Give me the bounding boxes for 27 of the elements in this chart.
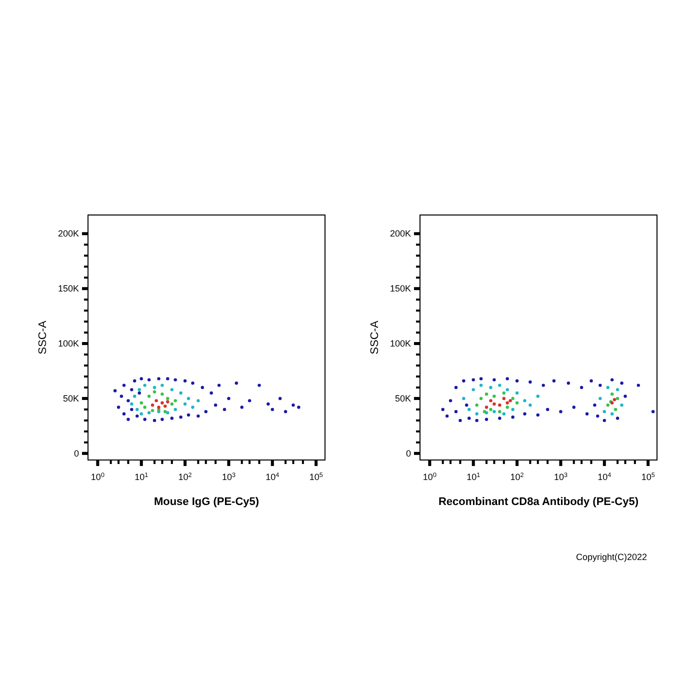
y-tick-label: 200K [58,228,79,239]
x-axis-title: Recombinant CD8a Antibody (PE-Cy5) [438,496,639,508]
x-tick-label: 10$^{3}$ [222,472,236,482]
y-tick-label: 150K [390,284,411,294]
y-tick-label: 200K [390,228,411,239]
x-tick-label: 10$^{5}$ [309,472,324,482]
text: Copyright(C)2022 [576,552,647,562]
y-tick-label: 50K [62,393,79,404]
x-tick-label: 10$^{3}$ [554,472,568,482]
x-tick-label: 10$^{4}$ [266,472,280,482]
y-tick-label: 0 [406,448,411,458]
y-axis-title: SSC-A [37,320,49,354]
x-tick-label: 10$^{4}$ [598,472,612,482]
y-tick-label: 50K [394,393,411,404]
x-tick-label: 10$^{0}$ [422,472,437,482]
y-tick-label: 100K [58,338,79,349]
y-axis-title: SSC-A [369,320,381,354]
y-tick-label: 0 [74,448,79,458]
x-axis-title: Mouse IgG (PE-Cy5) [154,496,260,508]
x-tick-label: 10$^{2}$ [510,472,524,482]
x-tick-label: 10$^{1}$ [134,472,149,482]
y-tick-label: 100K [390,338,411,349]
x-tick-label: 10$^{1}$ [466,472,481,482]
x-tick-label: 10$^{0}$ [90,472,105,482]
x-tick-label: 10$^{2}$ [178,472,192,482]
x-tick-label: 10$^{5}$ [641,472,656,482]
y-tick-label: 150K [58,284,79,294]
